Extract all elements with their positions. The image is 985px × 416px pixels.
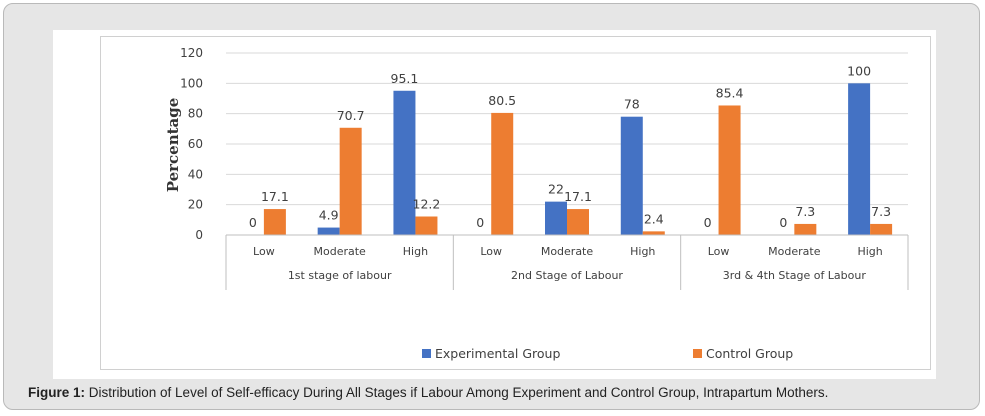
data-label-experimental: 78 bbox=[624, 97, 640, 112]
data-label-control: 17.1 bbox=[261, 189, 289, 204]
y-tick-label: 80 bbox=[188, 107, 203, 121]
bar-experimental bbox=[848, 83, 871, 235]
data-label-experimental: 100 bbox=[847, 63, 871, 78]
data-label-experimental: 4.9 bbox=[319, 208, 339, 223]
legend-label-experimental: Experimental Group bbox=[435, 346, 560, 361]
y-tick-label: 20 bbox=[188, 198, 203, 212]
bar-chart: 0 20 40 60 80 100 120 Percentage 0 17.1 Low 4.9 70.7… bbox=[164, 46, 909, 361]
x-tick-label: Moderate bbox=[541, 245, 594, 258]
x-group-label: 1st stage of labour bbox=[288, 269, 392, 282]
legend-swatch-experimental bbox=[422, 349, 431, 358]
bar-experimental bbox=[545, 201, 567, 235]
bar-experimental bbox=[620, 116, 643, 235]
bar-control bbox=[263, 209, 286, 235]
x-tick-label: Low bbox=[253, 245, 275, 258]
data-label-experimental: 0 bbox=[779, 215, 787, 230]
data-label-control: 70.7 bbox=[337, 108, 365, 123]
bar-control bbox=[491, 112, 514, 235]
x-tick-label: High bbox=[403, 245, 428, 258]
bar-experimental bbox=[317, 227, 340, 235]
caption-text: Distribution of Level of Self-efficacy D… bbox=[85, 385, 829, 400]
bar-experimental bbox=[393, 90, 416, 235]
x-tick-label: Moderate bbox=[314, 245, 367, 258]
bar-control bbox=[794, 223, 817, 235]
caption-label: Figure 1: bbox=[28, 385, 86, 400]
bar-control bbox=[642, 231, 665, 235]
legend-swatch-control bbox=[693, 349, 702, 358]
figure-caption: Figure 1: Distribution of Level of Self-… bbox=[28, 385, 828, 400]
chart-border bbox=[100, 36, 931, 370]
data-label-control: 7.3 bbox=[795, 204, 815, 219]
data-label-experimental: 0 bbox=[476, 215, 484, 230]
data-label-experimental: 95.1 bbox=[391, 71, 419, 86]
y-tick-label: 120 bbox=[180, 46, 203, 60]
x-tick-label: High bbox=[630, 245, 655, 258]
y-tick-label: 100 bbox=[180, 76, 203, 90]
bar-control bbox=[567, 209, 589, 235]
data-label-experimental: 0 bbox=[249, 215, 257, 230]
x-tick-label: Low bbox=[480, 245, 502, 258]
bar-control bbox=[718, 105, 741, 235]
data-label-control: 17.1 bbox=[564, 189, 592, 204]
bar-control bbox=[339, 127, 362, 235]
y-tick-label: 0 bbox=[195, 228, 203, 242]
x-tick-label: High bbox=[857, 245, 882, 258]
figure-frame: 0 20 40 60 80 100 120 Percentage 0 17.1 Low 4.9 70.7… bbox=[3, 3, 980, 410]
bar-control bbox=[870, 223, 893, 235]
data-label-control: 7.3 bbox=[871, 204, 891, 219]
data-label-experimental: 22 bbox=[548, 182, 564, 197]
data-label-experimental: 0 bbox=[704, 215, 712, 230]
data-label-control: 85.4 bbox=[716, 85, 744, 100]
legend-label-control: Control Group bbox=[706, 346, 793, 361]
y-axis-title: Percentage bbox=[164, 98, 182, 193]
plot-area: 0 20 40 60 80 100 120 Percentage 0 17.1 Low 4.9 70.7… bbox=[53, 30, 936, 379]
data-label-control: 2.4 bbox=[644, 211, 664, 226]
x-tick-label: Low bbox=[708, 245, 730, 258]
y-tick-label: 40 bbox=[188, 167, 203, 181]
data-label-control: 12.2 bbox=[413, 196, 441, 211]
bar-control bbox=[415, 216, 438, 235]
x-group-label: 2nd Stage of Labour bbox=[511, 269, 623, 282]
data-label-control: 80.5 bbox=[488, 93, 516, 108]
x-group-label: 3rd & 4th Stage of Labour bbox=[723, 269, 867, 282]
x-tick-label: Moderate bbox=[768, 245, 821, 258]
y-tick-label: 60 bbox=[188, 137, 203, 151]
